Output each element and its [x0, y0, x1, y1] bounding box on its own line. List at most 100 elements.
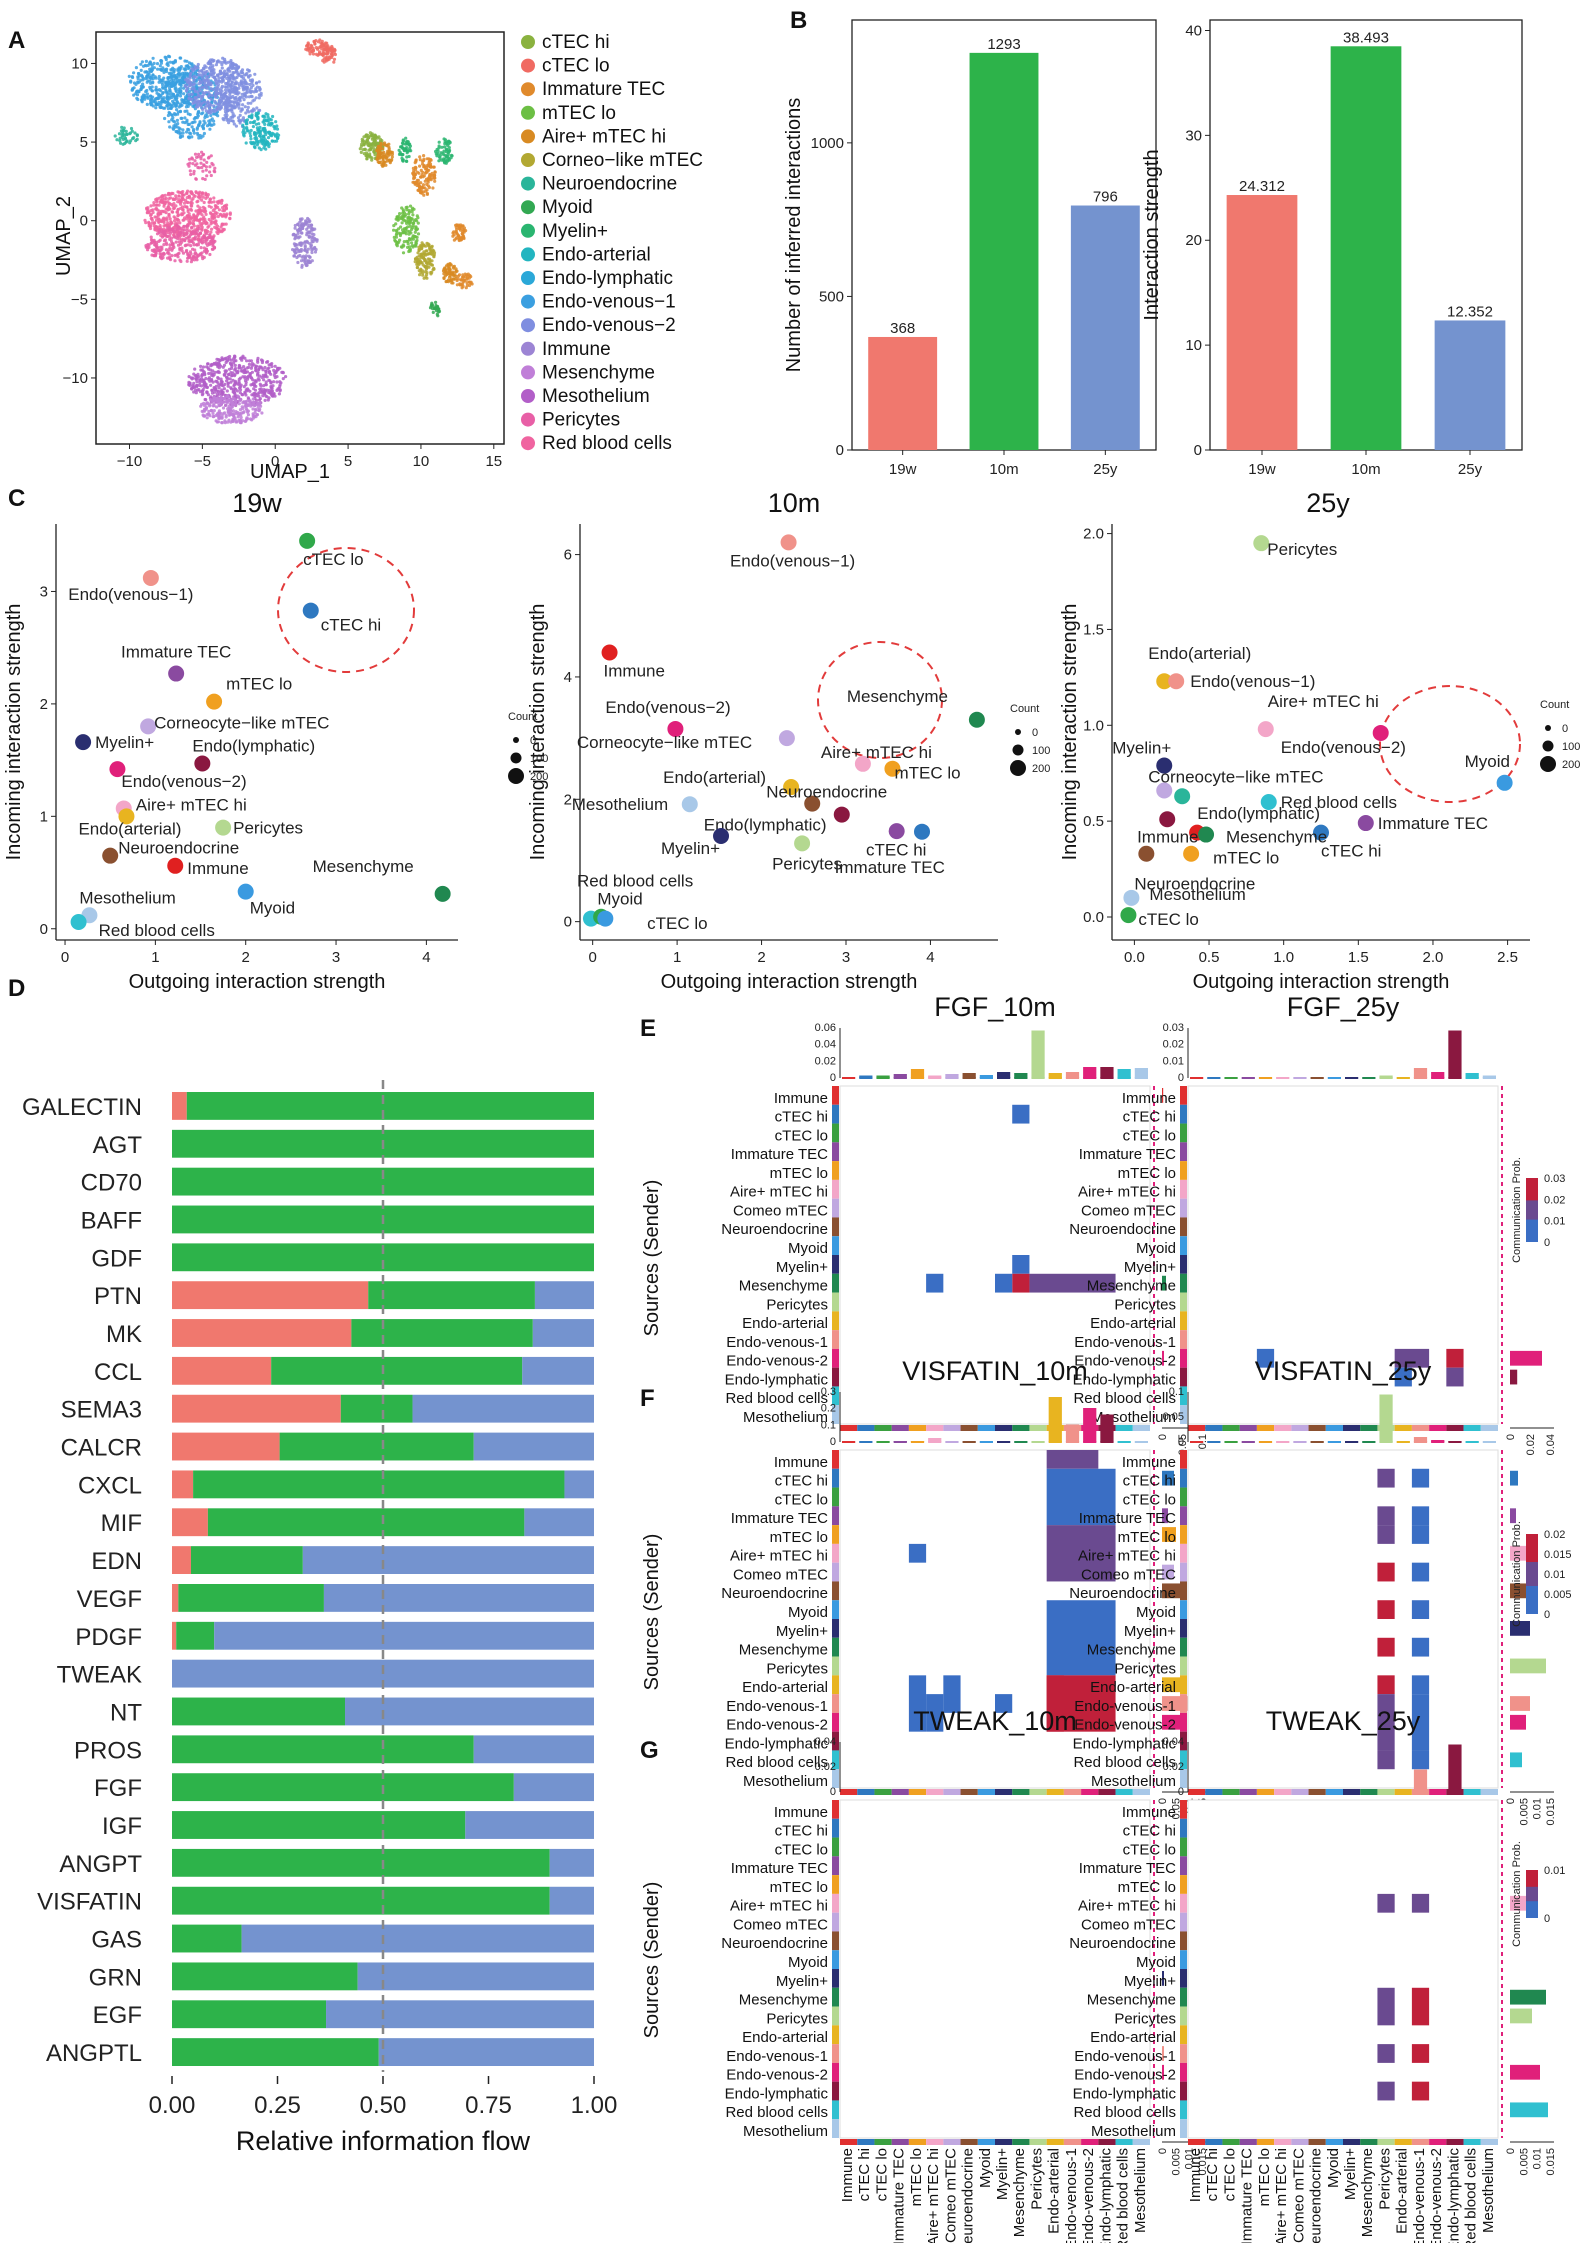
- scatter-point: [780, 534, 797, 551]
- umap-cell: [442, 276, 446, 281]
- panel-label-d: D: [8, 975, 25, 1002]
- umap-cell: [211, 163, 215, 167]
- umap-cell: [454, 270, 458, 274]
- umap-cell: [214, 63, 218, 67]
- sender-label: Aire+ mTEC hi: [730, 1184, 828, 1201]
- scatter-ytick-label: 0: [564, 914, 572, 931]
- bar-ytick-label: 20: [1185, 232, 1202, 249]
- umap-cell: [203, 220, 208, 224]
- umap-cell: [175, 218, 179, 222]
- umap-cell: [310, 250, 314, 255]
- sender-label: cTEC lo: [775, 1127, 828, 1144]
- umap-cell: [153, 228, 157, 232]
- umap-cell: [242, 98, 246, 102]
- umap-cell: [256, 401, 260, 405]
- umap-cell: [190, 191, 194, 195]
- umap-cell: [176, 208, 180, 212]
- umap-cell: [325, 52, 329, 56]
- umap-cell: [167, 202, 171, 206]
- umap-cell: [425, 164, 429, 168]
- bar-ytick-label: 40: [1185, 22, 1202, 39]
- umap-cell: [196, 232, 200, 236]
- umap-cell: [179, 135, 183, 139]
- count-legend-title: Count: [1540, 699, 1569, 711]
- top-marginal-base: [1482, 1077, 1496, 1079]
- umap-cell: [170, 227, 174, 231]
- scatter-point: [968, 711, 985, 728]
- top-marginal-base: [1100, 1077, 1114, 1079]
- umap-cell: [173, 120, 177, 124]
- flow-bar-10m: [172, 1924, 242, 1953]
- umap-cell: [308, 52, 312, 56]
- umap-cell: [150, 218, 154, 222]
- umap-cell: [139, 68, 143, 72]
- umap-cell: [405, 151, 409, 155]
- umap-cell: [183, 244, 187, 248]
- umap-cell: [208, 127, 212, 131]
- scatter-point-label: Endo(venous−1): [1190, 672, 1315, 691]
- umap-cell: [190, 92, 194, 96]
- umap-cell: [296, 231, 300, 235]
- umap-cell: [410, 244, 414, 248]
- col-color-strip: [857, 1425, 875, 1431]
- heatmap-cell: [1446, 1348, 1464, 1368]
- scatter-point-label: Endo(arterial): [78, 819, 181, 838]
- scatter-point: [888, 823, 905, 840]
- scatter-xtick-label: 2.0: [1423, 949, 1444, 966]
- umap-cell: [178, 221, 182, 225]
- row-color-strip: [832, 1600, 839, 1619]
- umap-cell: [202, 163, 206, 168]
- umap-cell: [240, 405, 244, 409]
- flow-category-label: FGF: [94, 1775, 142, 1802]
- umap-cell: [213, 78, 218, 82]
- top-marginal-base: [1048, 1441, 1062, 1443]
- umap-cell: [224, 103, 228, 107]
- umap-cell: [236, 411, 240, 415]
- umap-cell: [445, 271, 449, 275]
- umap-cell: [162, 220, 166, 225]
- scatter-point-label: Endo(venous−1): [68, 585, 193, 604]
- umap-cell: [197, 69, 201, 73]
- umap-cell: [203, 116, 207, 120]
- col-color-strip: [995, 1425, 1013, 1431]
- umap-cell: [240, 75, 244, 79]
- umap-xtick-label: 15: [485, 453, 502, 470]
- scatter-point: [597, 910, 614, 927]
- top-marginal-base: [1224, 1077, 1238, 1079]
- umap-cell: [430, 263, 434, 267]
- umap-cell: [296, 222, 300, 227]
- umap-cell: [184, 78, 188, 82]
- heatmap-title: VISFATIN_10m: [902, 1356, 1088, 1386]
- umap-cell: [235, 88, 239, 92]
- umap-cell: [178, 67, 182, 71]
- umap-cell: [200, 213, 204, 217]
- umap-cell: [312, 40, 316, 44]
- umap-cell: [230, 109, 234, 114]
- scatter-point-label: Mesothelium: [572, 795, 668, 814]
- umap-ylabel: UMAP_2: [53, 196, 75, 276]
- umap-cell: [364, 134, 368, 138]
- umap-cell: [235, 389, 239, 393]
- umap-cell: [209, 118, 213, 122]
- umap-cell: [428, 172, 432, 176]
- scatter-title: 19w: [232, 488, 282, 518]
- flow-category-label: VEGF: [77, 1586, 142, 1613]
- umap-cell: [401, 230, 405, 234]
- umap-cell: [229, 90, 233, 94]
- umap-cell: [245, 410, 250, 414]
- umap-cell: [185, 192, 189, 196]
- top-marginal-bar: [1100, 1414, 1114, 1442]
- scatter-point-label: Corneocyte−like mTEC: [154, 713, 329, 732]
- count-legend-dot: [1015, 729, 1021, 735]
- col-color-strip: [1274, 1425, 1292, 1431]
- umap-ytick-label: −5: [71, 291, 88, 308]
- umap-cell: [117, 132, 122, 136]
- umap-cell: [467, 280, 472, 284]
- umap-cell: [259, 387, 263, 391]
- umap-cell: [197, 136, 201, 140]
- umap-cell: [208, 65, 212, 69]
- umap-cell: [367, 143, 372, 147]
- scatter-xtick-label: 2.5: [1497, 949, 1518, 966]
- umap-cell: [183, 71, 187, 75]
